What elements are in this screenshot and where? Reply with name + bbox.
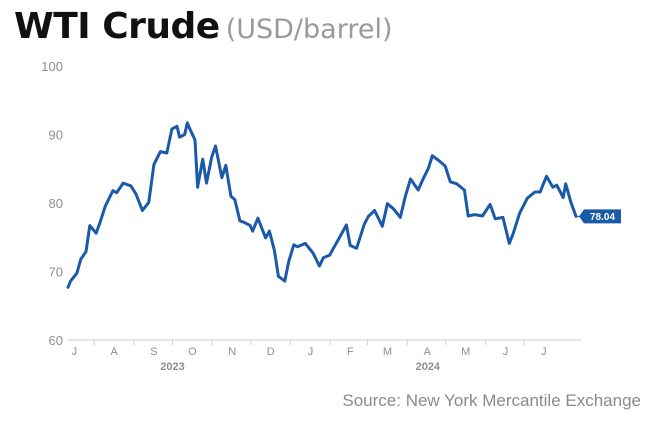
source-note: Source: New York Mercantile Exchange bbox=[342, 391, 641, 410]
x-tick-label: A bbox=[111, 346, 119, 358]
x-tick-label: J bbox=[72, 346, 78, 358]
title-row: WTI Crude (USD/barrel) bbox=[14, 6, 392, 47]
y-tick-label: 60 bbox=[49, 333, 63, 348]
year-labels: 2023 2024 bbox=[160, 361, 441, 373]
y-tick-label: 90 bbox=[49, 128, 63, 143]
x-tick-label: F bbox=[347, 346, 354, 358]
x-tick-label: J bbox=[308, 346, 314, 358]
chart-unit: (USD/barrel) bbox=[225, 14, 393, 45]
chart-title: WTI Crude bbox=[14, 6, 220, 47]
last-value-label: 78.04 bbox=[590, 212, 615, 223]
y-axis: 100 90 80 70 60 bbox=[41, 59, 63, 348]
last-value-callout: 78.04 bbox=[576, 209, 621, 224]
series-line-wti bbox=[66, 121, 578, 289]
x-tick-label: D bbox=[267, 346, 275, 358]
x-tick-label: A bbox=[424, 346, 432, 358]
y-tick-label: 70 bbox=[49, 265, 63, 280]
x-tick-label: N bbox=[228, 346, 236, 358]
y-tick-label: 80 bbox=[49, 196, 63, 211]
x-tick-label: S bbox=[150, 346, 157, 358]
x-tick-label: J bbox=[541, 346, 547, 358]
year-label: 2024 bbox=[416, 361, 441, 373]
x-tick-label: M bbox=[461, 346, 470, 358]
x-tick-label: M bbox=[383, 346, 392, 358]
callout-box bbox=[579, 209, 621, 224]
x-tick-label: O bbox=[188, 346, 197, 358]
y-tick-label: 100 bbox=[41, 59, 63, 74]
year-label: 2023 bbox=[160, 361, 184, 373]
x-tick-label: J bbox=[503, 346, 509, 358]
